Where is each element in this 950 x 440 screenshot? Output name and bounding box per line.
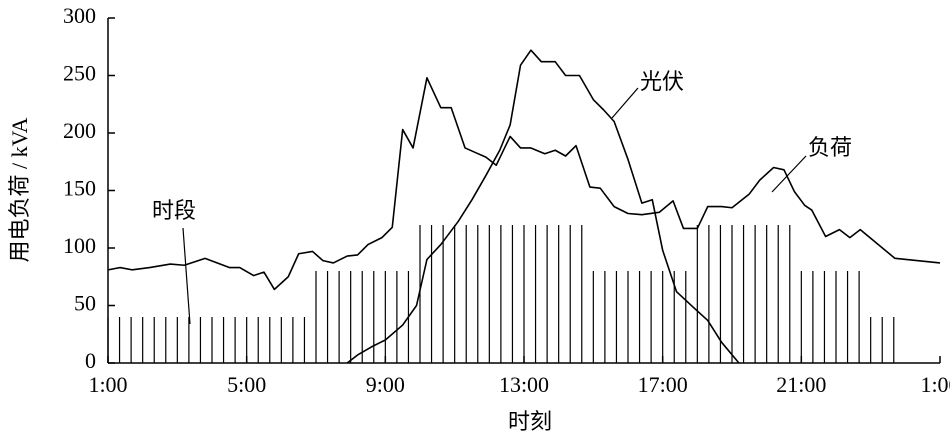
leader-line: [771, 155, 807, 193]
x-axis-label: 时刻: [508, 409, 552, 434]
y-tick-label: 200: [63, 118, 96, 143]
x-tick-label: 5:00: [227, 372, 266, 397]
series-annotation: 负荷: [808, 135, 852, 160]
y-tick-label: 300: [63, 3, 96, 28]
x-tick-label: 17:00: [638, 372, 688, 397]
leader-line: [611, 87, 639, 119]
x-tick-label: 13:00: [499, 372, 549, 397]
y-tick-label: 0: [85, 348, 96, 373]
y-tick-label: 250: [63, 61, 96, 86]
y-tick-label: 100: [63, 233, 96, 258]
series-line: [107, 77, 941, 291]
x-tick-label: 9:00: [366, 372, 405, 397]
x-tick-label: 21:00: [776, 372, 826, 397]
leader-line: [182, 227, 191, 325]
series-annotation: 光伏: [640, 69, 684, 94]
series-line: [346, 49, 740, 364]
period-annotation: 时段: [152, 198, 196, 223]
y-axis-label: 用电负荷 / kVA: [7, 117, 32, 262]
x-tick-label: 1:00: [88, 372, 127, 397]
y-tick-label: 150: [63, 176, 96, 201]
x-tick-label: 1:00: [920, 372, 950, 397]
y-tick-label: 50: [74, 291, 96, 316]
